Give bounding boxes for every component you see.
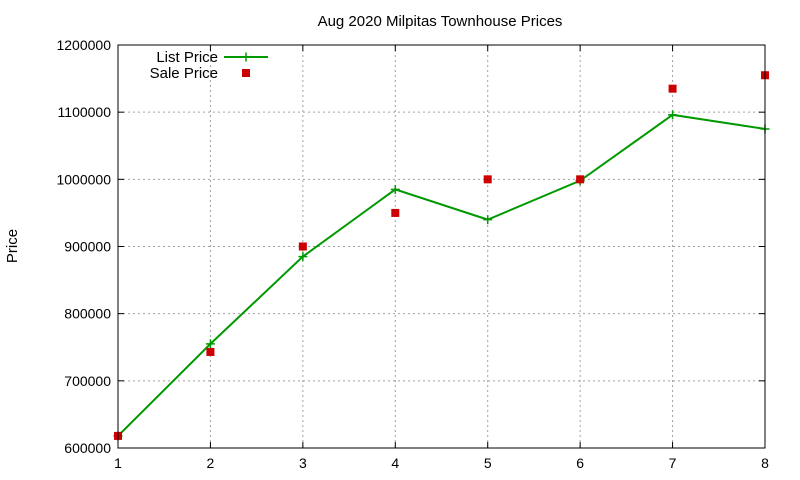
data-point: [391, 208, 400, 217]
x-tick-label: 3: [299, 455, 307, 471]
x-tick-label: 7: [669, 455, 677, 471]
data-point: [298, 242, 307, 251]
data-point: [298, 252, 308, 262]
legend-label: List Price: [156, 49, 218, 66]
legend-marker: [242, 69, 250, 77]
x-tick-label: 6: [576, 455, 584, 471]
data-point: [668, 84, 677, 93]
legend-marker: [241, 52, 251, 62]
chart-title: Aug 2020 Milpitas Townhouse Prices: [318, 13, 563, 30]
data-point: [206, 347, 215, 356]
grid: [118, 45, 765, 448]
y-tick-label: 1200000: [56, 37, 111, 53]
data-point: [483, 215, 493, 225]
x-tick-label: 1: [114, 455, 122, 471]
data-point: [390, 184, 400, 194]
series-list-price: [113, 110, 770, 441]
y-tick-label: 1000000: [56, 171, 111, 187]
axis-ticks: 6000007000008000009000001000000110000012…: [56, 37, 769, 471]
x-tick-label: 5: [484, 455, 492, 471]
series-layer: [113, 71, 770, 441]
x-tick-label: 4: [391, 455, 399, 471]
y-tick-label: 600000: [64, 440, 111, 456]
data-point: [668, 110, 678, 120]
data-point: [205, 339, 215, 349]
legend-label: Sale Price: [150, 65, 218, 82]
y-tick-label: 900000: [64, 239, 111, 255]
y-axis-label: Price: [4, 229, 21, 263]
x-tick-label: 2: [207, 455, 215, 471]
series-line: [117, 113, 766, 437]
data-point: [576, 175, 585, 184]
x-tick-label: 8: [761, 455, 769, 471]
series-sale-price: [114, 71, 769, 440]
y-tick-label: 700000: [64, 373, 111, 389]
data-point: [483, 175, 492, 184]
plot-frame: [117, 44, 766, 449]
y-tick-label: 800000: [64, 306, 111, 322]
y-tick-label: 1100000: [58, 104, 112, 120]
